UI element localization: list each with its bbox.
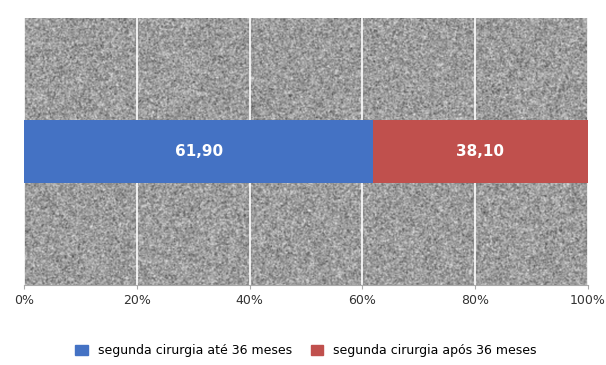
Bar: [24, 120, 373, 183]
Bar: [373, 120, 588, 183]
Legend: segunda cirurgia até 36 meses, segunda cirurgia após 36 meses: segunda cirurgia até 36 meses, segunda c…: [69, 338, 543, 364]
Text: 61,90: 61,90: [175, 144, 223, 159]
Text: 38,10: 38,10: [456, 144, 504, 159]
